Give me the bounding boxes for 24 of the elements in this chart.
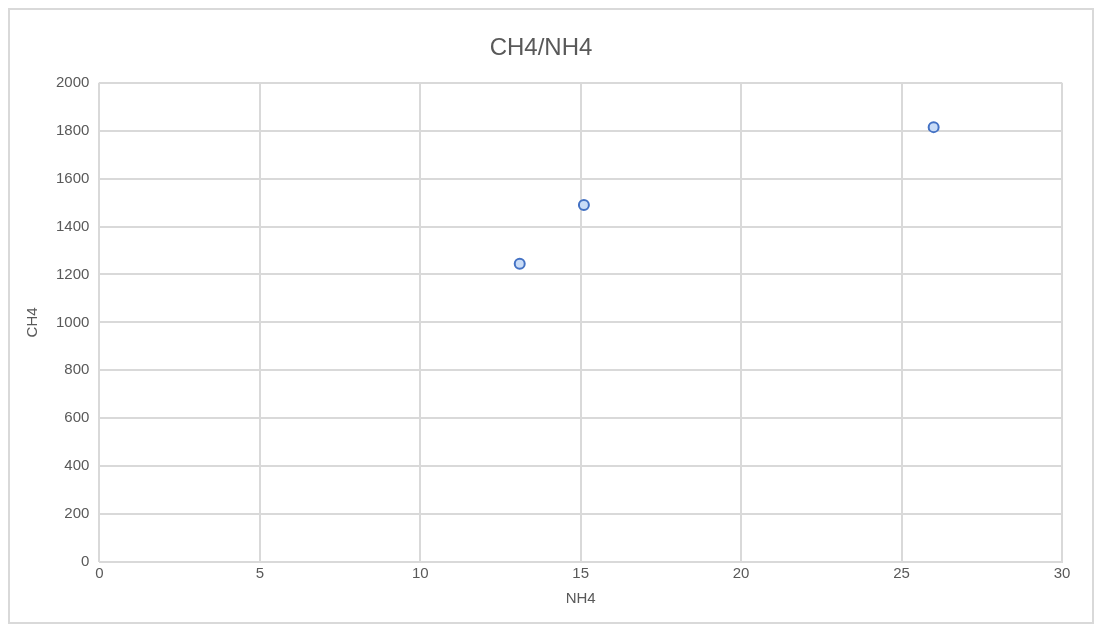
x-axis-title: NH4 [565, 589, 596, 607]
y-tick-label: 2000 [55, 72, 90, 90]
x-tick-label: 30 [1053, 564, 1071, 582]
x-tick-label: 20 [732, 564, 750, 582]
point [927, 121, 940, 134]
y-tick-label: 200 [64, 504, 90, 522]
point [513, 257, 526, 270]
y-tick-label: 400 [64, 456, 90, 474]
x-tick-label: 5 [255, 564, 264, 582]
y-tick-label: 600 [64, 408, 90, 426]
x-tick-label: 0 [95, 564, 104, 582]
y-axis-title: CH4 [23, 307, 41, 338]
x-tick-label: 10 [411, 564, 429, 582]
y-tick-label: 1600 [55, 168, 90, 186]
y-tick-label: 1000 [55, 312, 90, 330]
chart-title: CH4/NH4 [489, 33, 593, 61]
x-tick-label: 15 [572, 564, 590, 582]
x-tick-label: 25 [893, 564, 910, 582]
y-tick-label: 1200 [55, 264, 90, 282]
y-tick-label: 800 [64, 360, 90, 378]
y-tick-label: 1800 [55, 120, 90, 138]
y-tick-label: 0 [81, 552, 90, 570]
y-tick-label: 1400 [55, 216, 90, 234]
point [577, 199, 590, 211]
